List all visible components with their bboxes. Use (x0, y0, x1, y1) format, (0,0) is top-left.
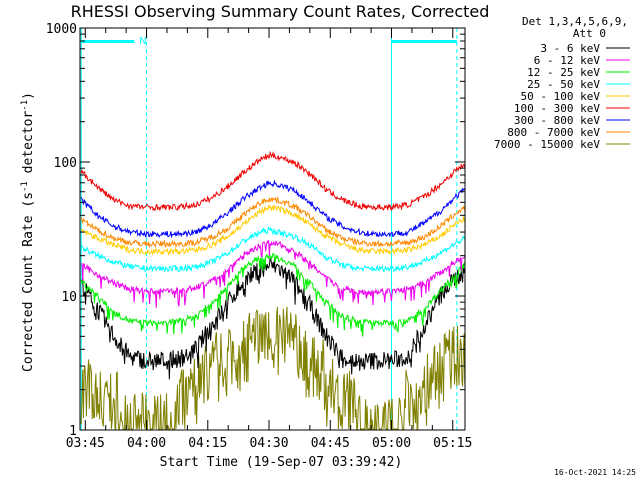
series-line-7000-15000-kev (80, 306, 466, 430)
series-line-50-100-kev (80, 204, 466, 256)
series-line-6-12-kev (80, 239, 466, 308)
series-6 (80, 179, 466, 239)
y-tick-label: 1000 (46, 22, 77, 37)
chart-title: RHESSI Observing Summary Count Rates, Co… (71, 2, 490, 21)
x-tick-label: 04:00 (127, 436, 166, 451)
flag-bar-2 (391, 40, 457, 43)
series-line-25-50-kev (80, 225, 466, 274)
flag-bar-0 (81, 40, 135, 43)
legend-label-50-100-kev: 50 - 100 keV (521, 90, 601, 103)
x-axis-title: Start Time (19-Sep-07 03:39:42) (160, 455, 403, 470)
x-tick-label: 04:30 (249, 436, 288, 451)
legend-label-300-800-kev: 300 - 800 keV (514, 114, 600, 127)
x-tick-label: 05:00 (372, 436, 411, 451)
series-line-100-300-kev (80, 150, 466, 212)
series-5 (80, 150, 466, 212)
y-tick-label: 100 (54, 156, 77, 171)
legend-label-100-300-kev: 100 - 300 keV (514, 102, 600, 115)
series-3 (80, 225, 466, 274)
series-0 (81, 257, 466, 380)
series-1 (80, 239, 466, 308)
x-axis: 03:45 04:00 04:15 04:30 04:45 05:00 05:15 (66, 28, 472, 451)
y-axis: 1 10 100 1000 (46, 22, 465, 439)
series-4 (80, 204, 466, 256)
y-axis-title: Corrected Count Rate (s-1 detector-1) (20, 92, 36, 372)
legend-label-800-7000-kev: 800 - 7000 keV (507, 126, 600, 139)
plot-area: N (80, 28, 466, 430)
y-tick-label: 10 (61, 290, 77, 305)
series-line-3-6-kev (81, 257, 466, 380)
x-tick-label: 04:15 (188, 436, 227, 451)
plot-frame (79, 27, 466, 431)
legend-label-25-50-kev: 25 - 50 keV (527, 78, 600, 91)
series-line-800-7000-kev (80, 196, 466, 249)
series-2 (80, 252, 465, 337)
x-tick-label: 03:45 (66, 436, 105, 451)
legend-header-line-1: Det 1,3,4,5,6,9, (522, 15, 628, 28)
series-line-300-800-kev (80, 179, 466, 239)
series-7 (80, 196, 466, 249)
legend-label-12-25-kev: 12 - 25 keV (527, 66, 600, 79)
generation-timestamp: 16-Oct-2021 14:25 (554, 468, 636, 477)
series-line-12-25-kev (80, 252, 465, 337)
y-tick-label: 1 (69, 424, 77, 439)
legend-label-7000-15000-kev: 7000 - 15000 keV (494, 138, 600, 151)
x-tick-label: 05:15 (433, 436, 472, 451)
legend-label-6-12-kev: 6 - 12 keV (534, 54, 601, 67)
x-tick-label: 04:45 (311, 436, 350, 451)
legend-label-3-6-kev: 3 - 6 keV (540, 42, 600, 55)
series-8 (80, 306, 466, 430)
flag-label-1: N (139, 36, 146, 47)
legend-header-line-2: Att 0 (573, 27, 606, 40)
